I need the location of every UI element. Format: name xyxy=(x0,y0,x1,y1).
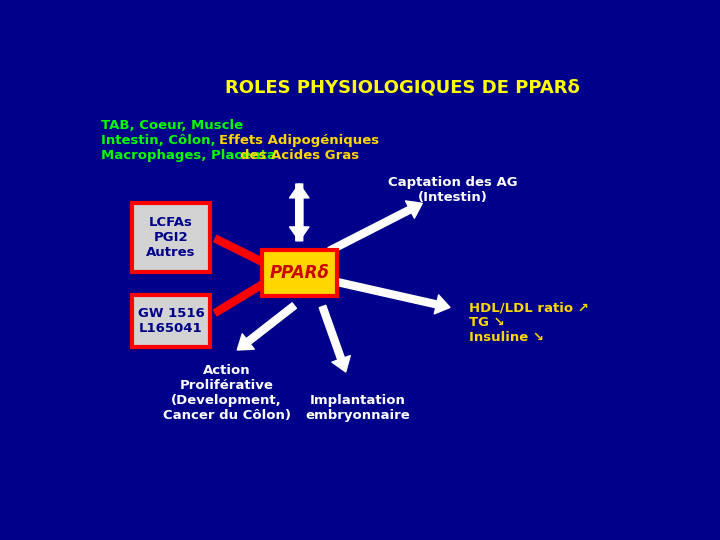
Text: PPARδ: PPARδ xyxy=(269,264,329,282)
FancyArrowPatch shape xyxy=(213,278,271,316)
FancyArrowPatch shape xyxy=(238,303,297,350)
Text: Captation des AG
(Intestin): Captation des AG (Intestin) xyxy=(388,176,518,204)
FancyBboxPatch shape xyxy=(132,203,210,272)
Text: HDL/LDL ratio ↗
TG ↘
Insuline ↘: HDL/LDL ratio ↗ TG ↘ Insuline ↘ xyxy=(469,301,589,344)
FancyArrowPatch shape xyxy=(328,201,423,254)
Text: ROLES PHYSIOLOGIQUES DE PPARδ: ROLES PHYSIOLOGIQUES DE PPARδ xyxy=(225,79,580,97)
Text: Action
Proliférative
(Development,
Cancer du Côlon): Action Proliférative (Development, Cance… xyxy=(163,364,291,422)
FancyArrowPatch shape xyxy=(289,184,309,241)
FancyBboxPatch shape xyxy=(261,250,337,295)
FancyArrowPatch shape xyxy=(335,278,450,314)
Text: LCFAs
PGI2
Autres: LCFAs PGI2 Autres xyxy=(146,216,196,259)
Text: Implantation
embryonnaire: Implantation embryonnaire xyxy=(305,394,410,422)
FancyArrowPatch shape xyxy=(214,235,270,268)
FancyArrowPatch shape xyxy=(289,184,309,241)
Text: GW 1516
L165041: GW 1516 L165041 xyxy=(138,307,204,334)
Text: Effets Adipogéniques
des Acides Gras: Effets Adipogéniques des Acides Gras xyxy=(219,134,379,162)
FancyArrowPatch shape xyxy=(319,305,350,372)
FancyBboxPatch shape xyxy=(132,294,210,347)
Text: TAB, Coeur, Muscle
Intestin, Côlon,
Macrophages, Placenta: TAB, Coeur, Muscle Intestin, Côlon, Macr… xyxy=(101,119,276,162)
